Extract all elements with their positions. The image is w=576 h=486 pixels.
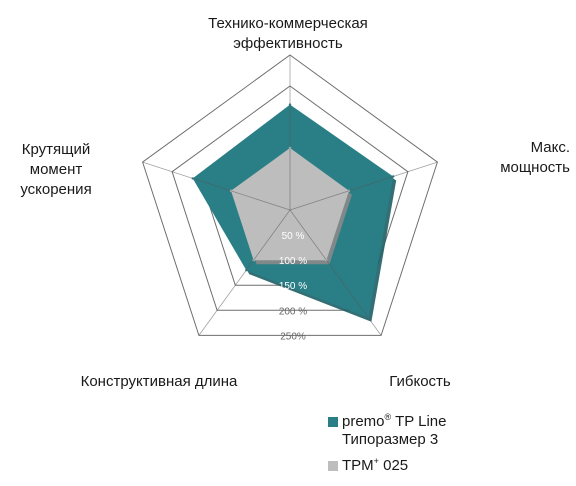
axis-label-bottom-left: Конструктивная длина: [80, 373, 238, 390]
ring-label-200: 200 %: [279, 306, 307, 317]
legend: premo® TP Line Типоразмер 3 TPM+ 025: [328, 412, 568, 482]
axis-label-left: Крутящий момент ускорения: [20, 141, 92, 198]
legend-item-premo: premo® TP Line Типоразмер 3: [328, 412, 568, 452]
ring-label-150: 150 %: [279, 281, 307, 292]
legend-label-tpm: TPM+ 025: [342, 456, 409, 475]
legend-swatch-tpm: [328, 461, 338, 471]
ring-label-100: 100 %: [279, 256, 307, 267]
axis-label-top: Технико-коммерческая эффективность: [208, 15, 368, 52]
spoke-bottom_left: [198, 209, 291, 336]
ring-label-250: 250%: [280, 331, 306, 342]
ring-labels: 50 % 100 % 150 % 200 % 250%: [279, 231, 307, 342]
axis-label-bottom-right: Гибкость: [389, 373, 451, 390]
radar-spokes: [142, 55, 438, 336]
spoke-right: [289, 161, 438, 211]
legend-label-premo: premo® TP Line: [342, 412, 447, 431]
legend-item-tpm: TPM+ 025: [328, 456, 568, 478]
spoke-left: [142, 161, 291, 211]
grid-ring-200: [171, 85, 409, 311]
grid-ring-250: [142, 54, 438, 336]
series-layer: [191, 103, 397, 322]
axis-label-right: Макс. мощность: [500, 139, 570, 176]
legend-swatch-premo: [328, 417, 338, 427]
ring-label-50: 50 %: [282, 231, 305, 242]
legend-label-premo-size: Типоразмер 3: [342, 431, 439, 448]
spoke-bottom_right: [289, 209, 382, 336]
